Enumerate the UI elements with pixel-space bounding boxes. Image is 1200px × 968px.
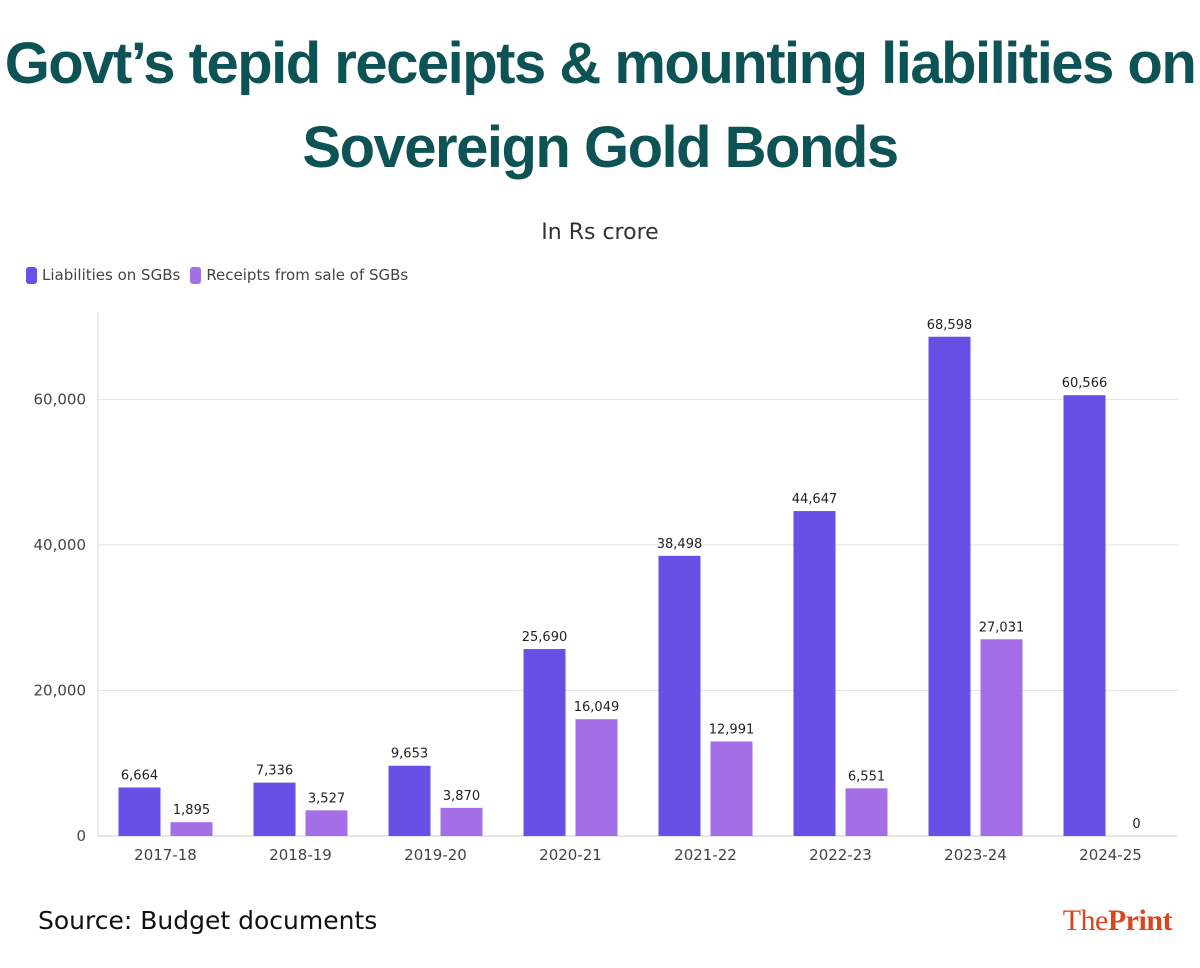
y-tick-label: 20,000 [34, 681, 87, 699]
bar-liabilities [1063, 395, 1106, 836]
brand-print: Print [1107, 904, 1173, 937]
x-tick-label: 2018-19 [269, 846, 332, 864]
bar-receipts [845, 788, 888, 836]
data-label-receipts: 16,049 [574, 700, 620, 715]
data-label-liabilities: 68,598 [927, 318, 973, 333]
chart-legend: Liabilities on SGBs Receipts from sale o… [26, 266, 408, 284]
data-label-receipts: 6,551 [848, 769, 885, 784]
data-label-receipts: 3,527 [308, 791, 345, 806]
bar-receipts [170, 822, 213, 836]
bar-liabilities [523, 649, 566, 836]
data-label-liabilities: 44,647 [792, 492, 838, 507]
legend-label-liabilities: Liabilities on SGBs [42, 266, 181, 284]
data-label-receipts: 27,031 [979, 620, 1025, 635]
legend-item-receipts: Receipts from sale of SGBs [190, 266, 408, 284]
data-label-liabilities: 25,690 [522, 630, 568, 645]
y-tick-label: 40,000 [34, 536, 87, 554]
chart-title: Govt’s tepid receipts & mounting liabili… [0, 22, 1200, 190]
chart-subtitle: In Rs crore [541, 220, 659, 245]
bar-liabilities [793, 511, 836, 836]
data-label-receipts: 3,870 [443, 789, 480, 804]
x-tick-label: 2021-22 [674, 846, 737, 864]
brand-logo: ThePrint [1062, 904, 1173, 938]
data-label-receipts: 1,895 [173, 803, 210, 818]
x-tick-label: 2024-25 [1079, 846, 1142, 864]
bar-liabilities [658, 555, 701, 836]
y-tick-label: 60,000 [34, 390, 87, 408]
x-tick-label: 2019-20 [404, 846, 467, 864]
bar-liabilities [928, 336, 971, 836]
chart-title-line2: Sovereign Gold Bonds [302, 115, 899, 180]
bar-liabilities [388, 765, 431, 836]
data-label-liabilities: 60,566 [1062, 376, 1108, 391]
legend-item-liabilities: Liabilities on SGBs [26, 266, 180, 284]
bar-receipts [305, 810, 348, 836]
x-tick-label: 2022-23 [809, 846, 872, 864]
legend-label-receipts: Receipts from sale of SGBs [206, 266, 409, 284]
bar-receipts [710, 741, 753, 836]
bar-chart: 0 20,000 40,000 60,000 6,664 1,895 2017-18 7,33… [34, 312, 1178, 864]
bar-liabilities [118, 787, 161, 836]
x-tick-label: 2020-21 [539, 846, 602, 864]
data-label-receipts: 12,991 [709, 722, 755, 737]
data-label-liabilities: 38,498 [657, 537, 703, 552]
y-tick-label: 0 [76, 827, 86, 845]
source-note: Source: Budget documents [38, 906, 378, 935]
data-label-receipts: 0 [1132, 817, 1140, 832]
chart-title-line1: Govt’s tepid receipts & mounting liabili… [4, 31, 1197, 96]
x-tick-label: 2023-24 [944, 846, 1007, 864]
bar-receipts [440, 807, 483, 836]
bar-receipts [575, 719, 618, 836]
legend-swatch-liabilities [26, 266, 37, 284]
bar-receipts [980, 639, 1023, 836]
x-tick-label: 2017-18 [134, 846, 197, 864]
data-label-liabilities: 9,653 [391, 747, 428, 762]
data-label-liabilities: 6,664 [121, 769, 158, 784]
brand-the: The [1062, 904, 1109, 937]
legend-swatch-receipts [190, 266, 202, 284]
bar-liabilities [253, 782, 296, 836]
data-label-liabilities: 7,336 [256, 764, 293, 779]
